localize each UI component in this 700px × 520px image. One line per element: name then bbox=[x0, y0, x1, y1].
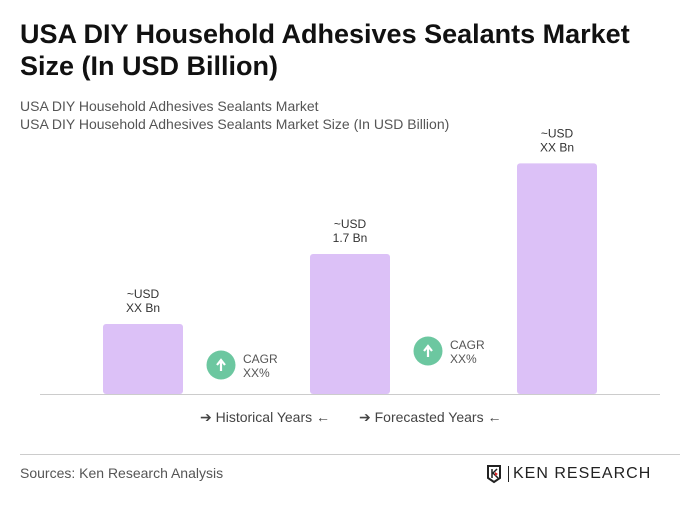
logo-icon bbox=[487, 465, 501, 484]
logo-text: KEN RESEARCH bbox=[513, 465, 652, 482]
arrow-up-glyph bbox=[423, 344, 433, 357]
bar bbox=[310, 254, 390, 394]
subtitle: USA DIY Household Adhesives Sealants Mar… bbox=[20, 98, 319, 114]
chart-title: USA DIY Household Adhesives Sealants Mar… bbox=[20, 19, 630, 81]
data-label: 1.7 Bn bbox=[333, 231, 368, 245]
data-label: ~USD bbox=[334, 217, 367, 231]
data-label: ~USD bbox=[541, 126, 574, 140]
legend-forecasted: ➔ Forecasted Years ← bbox=[359, 409, 502, 425]
legend-forecasted-label: Forecasted Years bbox=[374, 409, 484, 425]
data-label: ~USD bbox=[127, 287, 160, 301]
legend-historical-label: Historical Years bbox=[215, 409, 313, 425]
ken-research-logo: KEN RESEARCH bbox=[486, 464, 651, 484]
subtitle-secondary: USA DIY Household Adhesives Sealants Mar… bbox=[20, 116, 450, 132]
bar bbox=[517, 163, 597, 394]
bar bbox=[103, 324, 183, 394]
cagr-label: CAGR bbox=[243, 352, 278, 366]
arrow-up-glyph bbox=[216, 358, 226, 371]
legend-historical: ➔ Historical Years ← bbox=[200, 409, 331, 425]
divider bbox=[20, 454, 680, 455]
cagr-label: XX% bbox=[450, 352, 477, 366]
cagr-label: XX% bbox=[243, 366, 270, 380]
sources: Sources: Ken Research Analysis bbox=[20, 465, 224, 481]
data-label: XX Bn bbox=[540, 140, 574, 154]
data-label: XX Bn bbox=[126, 301, 160, 315]
cagr-label: CAGR bbox=[450, 338, 485, 352]
